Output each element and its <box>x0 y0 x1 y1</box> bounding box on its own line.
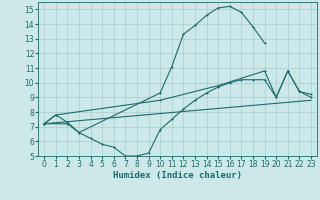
X-axis label: Humidex (Indice chaleur): Humidex (Indice chaleur) <box>113 171 242 180</box>
